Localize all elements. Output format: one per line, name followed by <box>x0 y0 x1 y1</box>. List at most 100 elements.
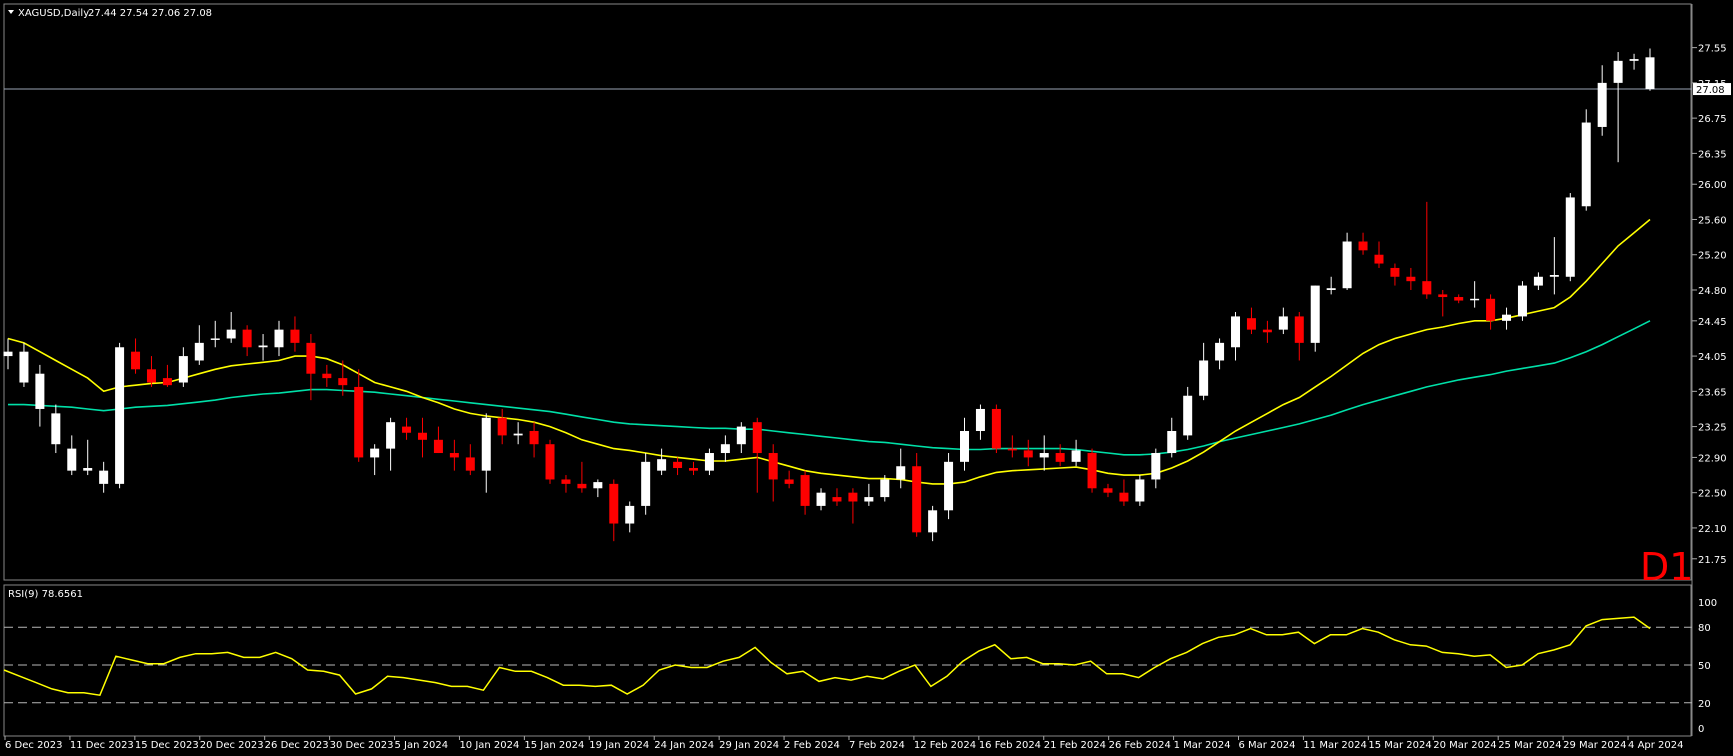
candle-body <box>433 439 443 454</box>
candle <box>178 347 188 387</box>
candle-body <box>1023 450 1033 458</box>
candle-body <box>497 417 507 436</box>
candle <box>752 417 762 493</box>
price-tick-label: 25.20 <box>1698 251 1727 262</box>
candle-body <box>67 448 77 471</box>
candle-body <box>1183 395 1193 436</box>
collapse-triangle-icon[interactable] <box>8 10 14 14</box>
candle <box>1310 285 1320 352</box>
date-tick-label: 24 Jan 2024 <box>654 740 714 751</box>
candle <box>338 360 348 396</box>
rsi-panel-frame <box>3 584 1692 737</box>
candle <box>1246 307 1256 335</box>
candle <box>370 444 380 476</box>
price-tick-label: 22.90 <box>1698 453 1727 464</box>
rsi-line <box>3 616 1651 697</box>
candle-body <box>1167 430 1177 454</box>
candle <box>51 404 61 454</box>
candle-body <box>306 342 316 374</box>
candle-body <box>848 492 858 502</box>
candle <box>1119 479 1129 506</box>
candle <box>354 369 364 462</box>
candle <box>322 364 332 387</box>
candle <box>1071 439 1081 467</box>
date-tick-label: 26 Dec 2023 <box>265 740 329 751</box>
candle <box>146 356 156 387</box>
candle-body <box>641 461 651 506</box>
candle-body <box>322 373 332 379</box>
date-tick-label: 15 Jan 2024 <box>524 740 584 751</box>
candle <box>1262 320 1272 343</box>
candle <box>704 448 714 476</box>
candle-body <box>115 347 125 484</box>
candle-body <box>1549 275 1559 277</box>
candle-body <box>1581 122 1591 207</box>
chart-header: XAGUSD,Daily 27.44 27.54 27.06 27.08 <box>8 8 212 19</box>
candle-body <box>178 356 188 383</box>
candle-body <box>290 329 300 343</box>
candle <box>1007 435 1017 458</box>
candle <box>417 417 427 458</box>
candle-body <box>465 457 475 471</box>
candle-body <box>1151 453 1161 480</box>
candle <box>1422 201 1432 299</box>
candle-body <box>226 329 236 339</box>
candle-body <box>1565 197 1575 277</box>
date-tick-label: 5 Jan 2024 <box>395 740 449 751</box>
candle-body <box>146 369 156 383</box>
candle-body <box>1055 453 1065 462</box>
candle-body <box>545 444 555 480</box>
current-price-label: 27.08 <box>1696 85 1725 96</box>
candle <box>1039 435 1049 471</box>
candle <box>386 417 396 471</box>
candle <box>768 444 778 502</box>
candle-body <box>768 453 778 480</box>
candle <box>896 448 906 489</box>
candle <box>1278 307 1288 335</box>
date-tick-label: 6 Mar 2024 <box>1239 740 1296 751</box>
candle <box>641 453 651 515</box>
candle-body <box>657 459 667 471</box>
candle <box>1358 232 1368 255</box>
candle <box>1167 417 1177 458</box>
candle <box>1087 448 1097 493</box>
date-tick-label: 26 Feb 2024 <box>1109 740 1171 751</box>
rsi-label: RSI(9) 78.6561 <box>8 589 83 600</box>
candle <box>1342 232 1352 290</box>
candle-body <box>1135 479 1145 502</box>
date-tick-label: 20 Mar 2024 <box>1433 740 1496 751</box>
candle <box>3 338 13 370</box>
candle-body <box>1533 276 1543 286</box>
timeframe-badge: D1 <box>1640 545 1693 589</box>
candle-body <box>864 497 874 502</box>
candle <box>1486 294 1496 330</box>
date-tick-label: 20 Dec 2023 <box>200 740 264 751</box>
candle <box>688 461 698 476</box>
price-tick-label: 23.65 <box>1698 387 1727 398</box>
candle <box>35 364 45 427</box>
candle-body <box>83 468 93 471</box>
date-tick-label: 15 Dec 2023 <box>135 740 199 751</box>
candle-body <box>1215 342 1225 361</box>
candle <box>226 312 236 343</box>
candle-body <box>274 329 284 348</box>
candle-body <box>704 453 714 471</box>
candle <box>609 479 619 542</box>
rsi-tick-label: 100 <box>1698 598 1717 609</box>
date-tick-label: 2 Feb 2024 <box>784 740 840 751</box>
ohlc-label: 27.44 27.54 27.06 27.08 <box>88 8 212 19</box>
candle <box>258 334 268 361</box>
rsi-tick-label: 80 <box>1698 623 1711 634</box>
candle-body <box>816 492 826 506</box>
candle <box>19 342 29 387</box>
candle <box>1231 312 1241 361</box>
candle-body <box>1597 82 1607 127</box>
candle <box>274 320 284 357</box>
candle-body <box>1294 316 1304 343</box>
candle <box>1502 307 1512 330</box>
candle-body <box>1486 298 1496 321</box>
candle-body <box>1517 285 1527 317</box>
candle <box>1454 294 1464 304</box>
candle-body <box>99 470 109 484</box>
